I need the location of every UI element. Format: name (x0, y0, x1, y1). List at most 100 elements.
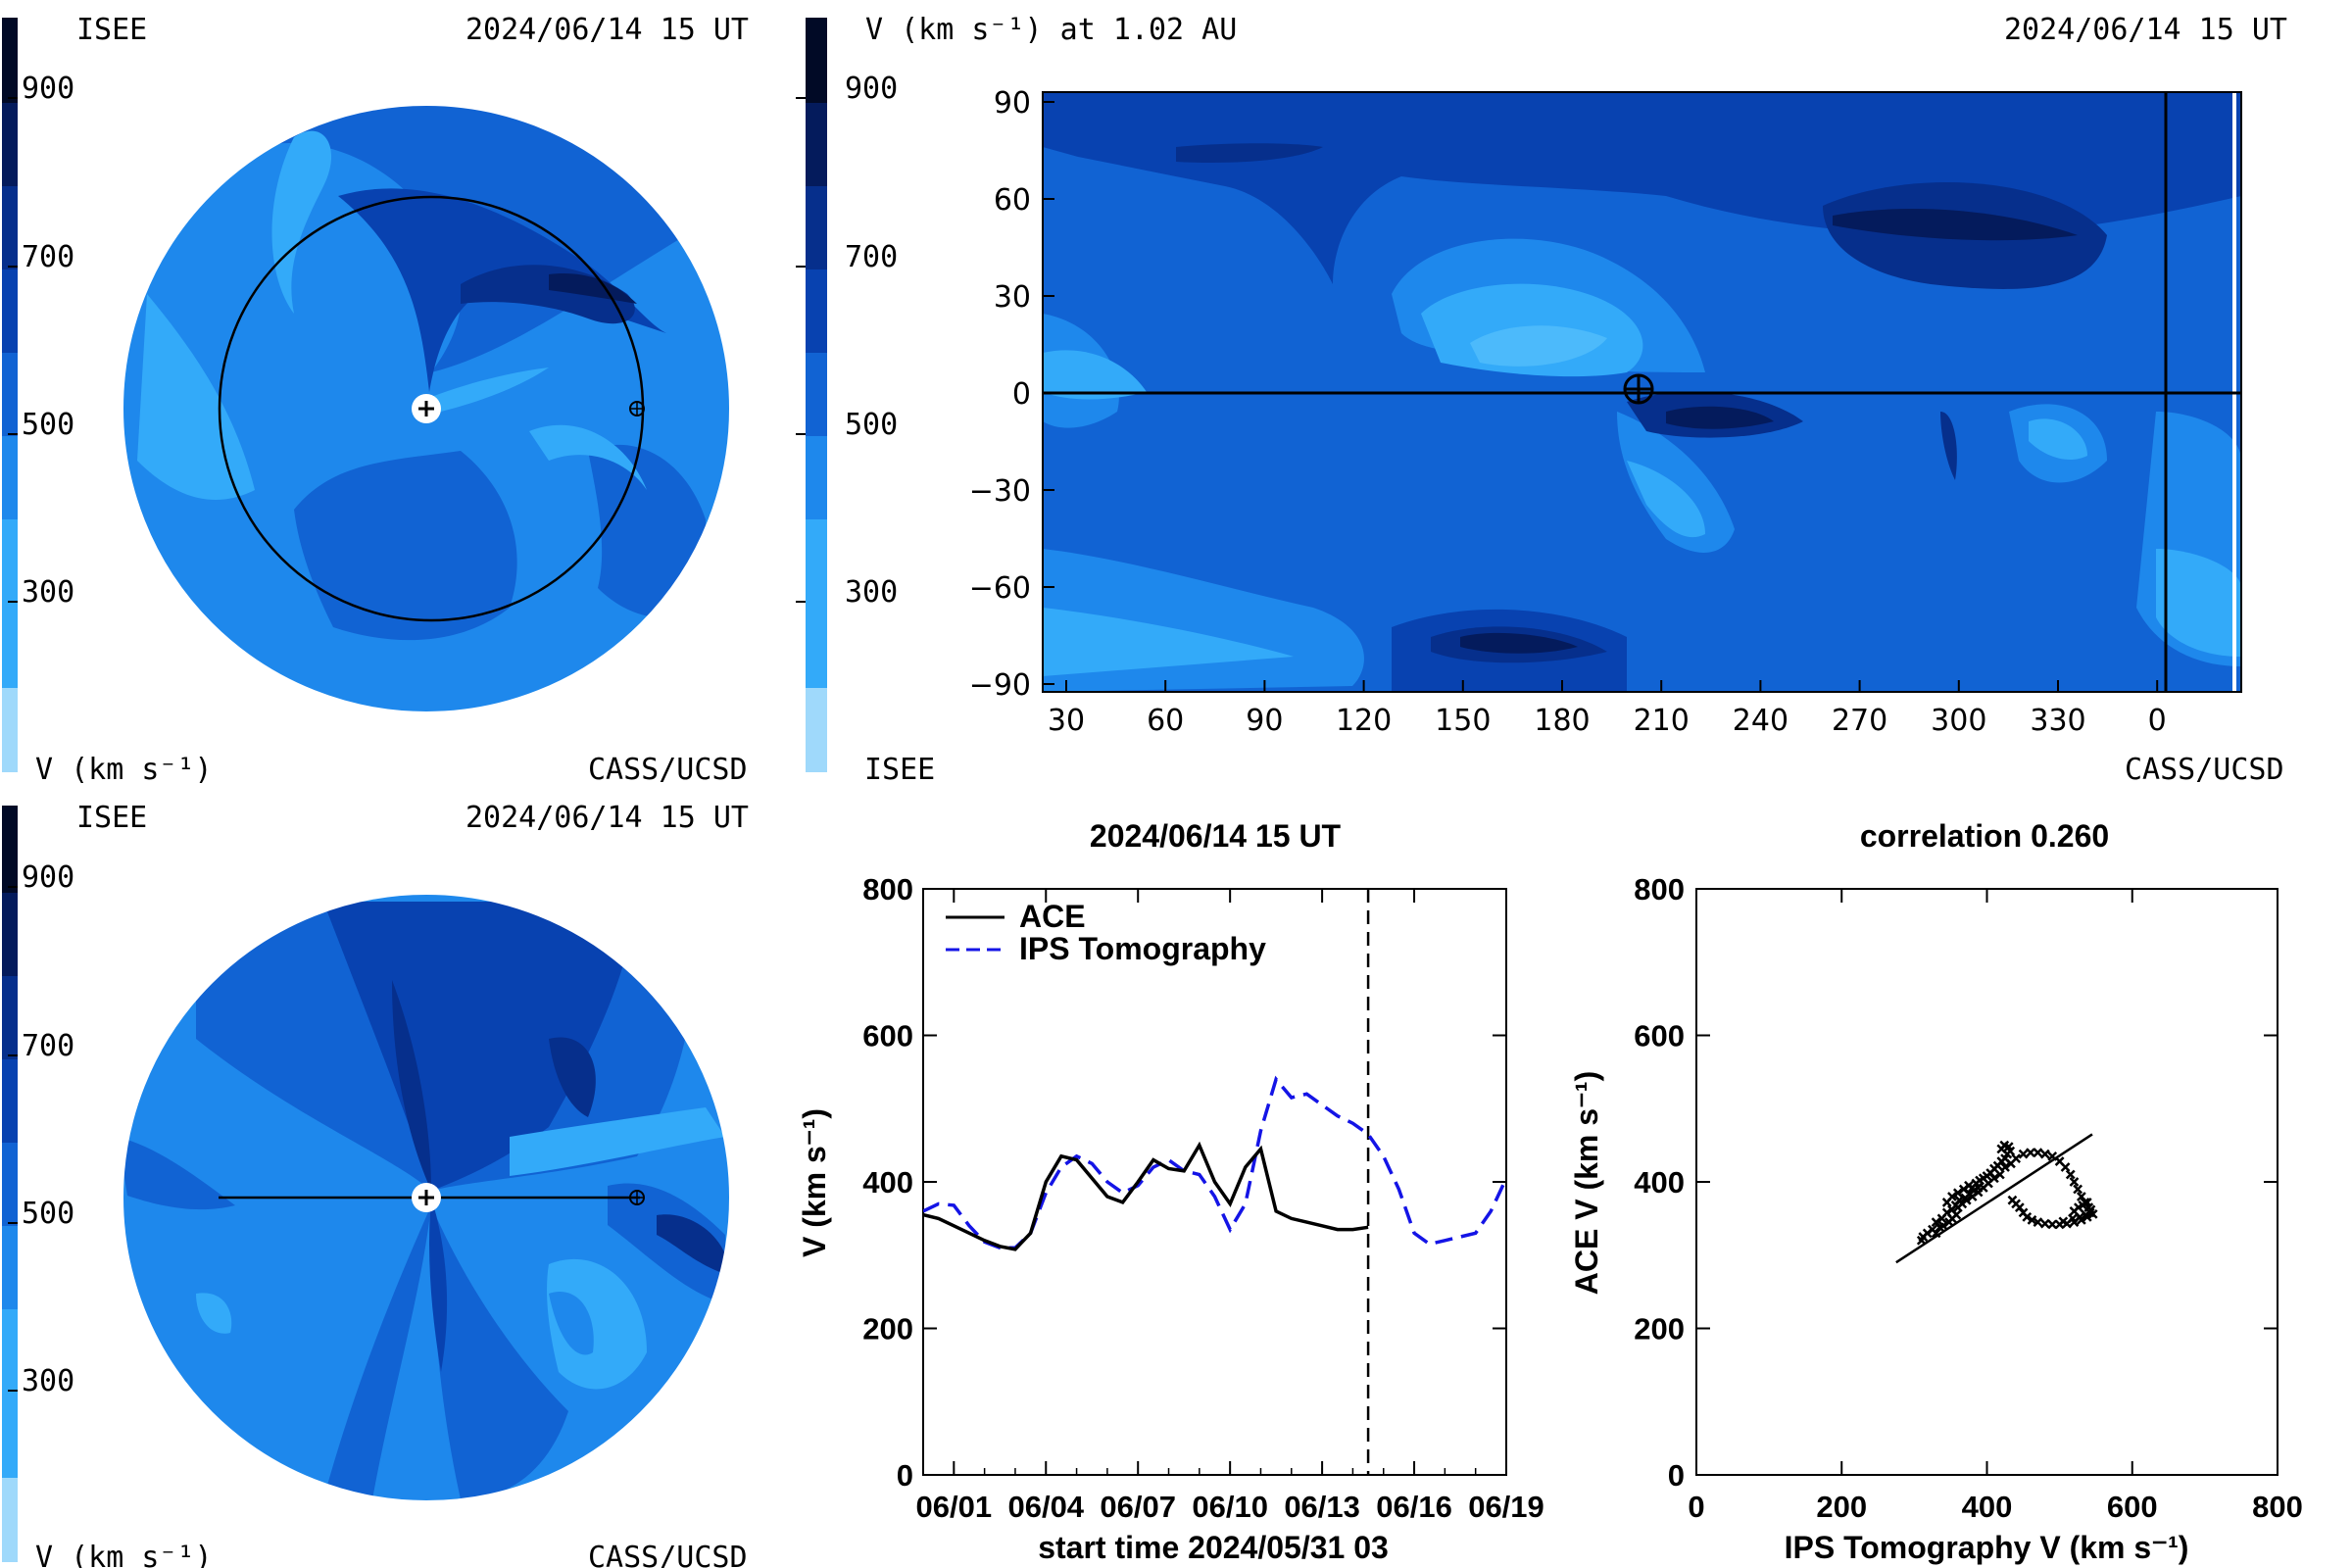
y-tick-label: 0 (1668, 1458, 1685, 1493)
scatter-chart: correlation 0.260 800 600 400 200 00 200 400 60… (1569, 818, 2303, 1565)
scatter-point (2065, 1169, 2076, 1180)
unit-label: V (km s⁻¹) (35, 753, 213, 787)
x-tick-label: 06/16 (1376, 1490, 1452, 1524)
scatter-point (1931, 1228, 1941, 1239)
legend-label-ace: ACE (1019, 899, 1086, 934)
colorbar-band (806, 18, 827, 103)
scatter-point (2058, 1216, 2069, 1227)
scatter-title: correlation 0.260 (1860, 818, 2109, 854)
cb-tick: 700 (22, 240, 74, 274)
cb-tick: 500 (22, 408, 74, 442)
heatmap-x-axis: 30 60 90 120 150 180 210 240 270 300 330 0 (1048, 680, 2167, 738)
y-tick-label: 0 (1012, 377, 1031, 412)
credit-label: CASS/UCSD (588, 753, 748, 787)
line-chart-xlabel: start time 2024/05/31 03 (1038, 1530, 1389, 1565)
scatter-point (2039, 1149, 2050, 1159)
scatter-point (1954, 1195, 1965, 1205)
panel-labels: ISEE 2024/06/14 15 UT V (km s⁻¹) CASS/UC… (35, 13, 2287, 1568)
colorbar-band (2, 1478, 18, 1562)
colorbar-band (2, 103, 18, 186)
polar-map-ecliptic (122, 104, 731, 713)
colorbar-band (2, 1143, 18, 1226)
y-tick-label: 200 (862, 1312, 913, 1347)
x-tick-label: 30 (1048, 704, 1085, 738)
credit-label: CASS/UCSD (2125, 753, 2284, 787)
colorbar-band (2, 806, 18, 893)
x-tick-label: 800 (2252, 1490, 2303, 1524)
scatter-point (1989, 1173, 1999, 1184)
scatter-point (2087, 1209, 2098, 1219)
timestamp-label: 2024/06/14 15 UT (466, 13, 749, 47)
x-tick-label: 0 (1688, 1490, 1704, 1524)
scatter-point (2033, 1217, 2043, 1227)
org-label: ISEE (76, 801, 147, 835)
scatter-point (1938, 1220, 1948, 1231)
series-ace (923, 1141, 1369, 1251)
y-tick-label: −90 (969, 668, 1031, 703)
line-chart: 2024/06/14 15 UT 800 600 400 200 006/01 06/04… (797, 818, 1544, 1565)
timestamp-label: 2024/06/14 15 UT (466, 801, 749, 835)
x-tick-label: 150 (1435, 704, 1491, 738)
credit-label: CASS/UCSD (588, 1541, 748, 1568)
scatter-point (2003, 1142, 2014, 1152)
scatter-point (2026, 1148, 2035, 1157)
colorbar-band (2, 1226, 18, 1309)
y-tick-label: 600 (1634, 1019, 1685, 1054)
y-tick-label: 400 (1634, 1165, 1685, 1200)
colorbar-band (806, 519, 827, 688)
line-chart-ylabel: V (km s⁻¹) (797, 1108, 832, 1257)
scatter-point (1973, 1183, 1984, 1193)
y-tick-label: 800 (1634, 872, 1685, 906)
cb-tick: 300 (22, 575, 74, 610)
heatmap-title: V (km s⁻¹) at 1.02 AU (865, 13, 1237, 47)
scatter-point (1931, 1217, 1941, 1227)
scatter-point (2047, 1151, 2058, 1161)
y-tick-label: 90 (994, 86, 1031, 121)
colorbar-band (806, 270, 827, 353)
colorbar-top-right (806, 18, 827, 772)
colorbar-band (2, 519, 18, 688)
scatter-point (2027, 1214, 2037, 1225)
x-tick-label: 240 (1733, 704, 1788, 738)
colorbar-band (2, 1059, 18, 1143)
x-tick-label: 06/13 (1284, 1490, 1360, 1524)
y-tick-label: 60 (994, 183, 1031, 218)
colorbar-band (2, 436, 18, 519)
x-tick-label: 06/19 (1468, 1490, 1544, 1524)
colorbar-band (2, 688, 18, 772)
timestamp-label: 2024/06/14 15 UT (2004, 13, 2287, 47)
y-tick-label: 800 (862, 872, 913, 906)
scatter-point (1952, 1188, 1963, 1199)
legend-label-ips: IPS Tomography (1019, 931, 1266, 966)
colorbar-band (2, 976, 18, 1059)
org-label: ISEE (76, 13, 147, 47)
x-tick-label: 400 (1962, 1490, 2013, 1524)
x-tick-label: 330 (2030, 704, 2085, 738)
colorbar-band (2, 186, 18, 270)
colorbar-ticks: 900 700 500 300 900 700 500 300 900 700 … (8, 72, 898, 1398)
scatter-ylabel: ACE V (km s⁻¹) (1569, 1071, 1604, 1295)
x-tick-label: 270 (1832, 704, 1887, 738)
cb-tick: 900 (22, 72, 74, 106)
x-tick-label: 210 (1634, 704, 1690, 738)
cb-tick: 500 (22, 1197, 74, 1231)
scatter-point (1994, 1169, 2005, 1180)
x-tick-label: 600 (2107, 1490, 2158, 1524)
scatter-point (2033, 1148, 2043, 1157)
unit-label: V (km s⁻¹) (35, 1541, 213, 1568)
regression-line (1895, 1133, 2093, 1264)
scatter-point (2060, 1162, 2071, 1172)
colorbar-band (806, 353, 827, 436)
cb-tick: 300 (845, 575, 898, 610)
colorbar-band (806, 688, 827, 772)
scatter-point (1947, 1192, 1957, 1201)
x-tick-label: 200 (1816, 1490, 1867, 1524)
scatter-point (2081, 1209, 2091, 1220)
colorbar-band (2, 893, 18, 976)
scatter-point (2073, 1184, 2083, 1195)
y-tick-label: −60 (969, 571, 1031, 606)
colorbar-bottom-left (2, 806, 18, 1562)
series-ips-tomography (923, 1075, 1506, 1250)
scatter-point (2007, 1195, 2018, 1205)
scatter-point (2068, 1213, 2078, 1224)
